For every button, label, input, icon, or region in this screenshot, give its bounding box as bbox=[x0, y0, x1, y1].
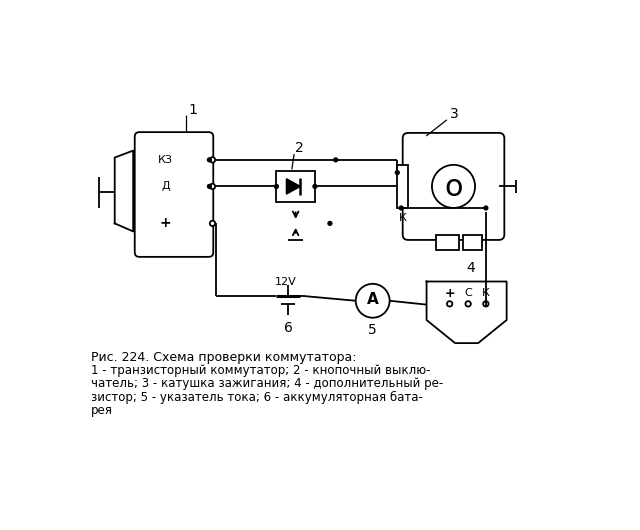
Text: К: К bbox=[399, 213, 406, 223]
Text: 2: 2 bbox=[295, 141, 304, 155]
Text: 4: 4 bbox=[466, 261, 475, 276]
Circle shape bbox=[210, 157, 215, 163]
Bar bbox=[436, 235, 459, 250]
Circle shape bbox=[356, 284, 390, 317]
Text: С: С bbox=[464, 288, 472, 298]
Polygon shape bbox=[115, 151, 133, 232]
Circle shape bbox=[275, 184, 278, 188]
Text: рея: рея bbox=[91, 404, 113, 417]
Circle shape bbox=[210, 184, 215, 189]
Text: 12V: 12V bbox=[275, 277, 296, 287]
Polygon shape bbox=[287, 179, 300, 194]
Text: К: К bbox=[482, 288, 490, 298]
Text: чатель; 3 - катушка зажигания; 4 - дополнительный ре-: чатель; 3 - катушка зажигания; 4 - допол… bbox=[91, 377, 443, 391]
Circle shape bbox=[484, 206, 488, 210]
Circle shape bbox=[447, 301, 452, 306]
Text: 1 - транзисторный коммутатор; 2 - кнопочный выклю-: 1 - транзисторный коммутатор; 2 - кнопоч… bbox=[91, 364, 430, 377]
Text: 1: 1 bbox=[188, 103, 197, 117]
Text: 5: 5 bbox=[368, 323, 377, 337]
FancyBboxPatch shape bbox=[403, 133, 504, 240]
Circle shape bbox=[396, 171, 399, 174]
Circle shape bbox=[210, 220, 215, 226]
Circle shape bbox=[483, 301, 488, 306]
Text: Рис. 224. Схема проверки коммутатора:: Рис. 224. Схема проверки коммутатора: bbox=[91, 351, 356, 364]
Circle shape bbox=[313, 184, 317, 188]
Text: зистор; 5 - указатель тока; 6 - аккумуляторная бата-: зистор; 5 - указатель тока; 6 - аккумуля… bbox=[91, 391, 422, 403]
Text: о: о bbox=[444, 173, 463, 202]
Circle shape bbox=[399, 206, 403, 210]
Text: 6: 6 bbox=[284, 321, 292, 335]
Bar bbox=[397, 165, 408, 208]
Polygon shape bbox=[427, 281, 507, 343]
Circle shape bbox=[465, 301, 471, 306]
Bar bbox=[463, 235, 482, 250]
Text: А: А bbox=[367, 293, 378, 307]
Text: +: + bbox=[160, 216, 172, 231]
FancyBboxPatch shape bbox=[135, 132, 213, 257]
Text: КЗ: КЗ bbox=[158, 155, 173, 165]
Circle shape bbox=[207, 158, 211, 162]
Text: Д: Д bbox=[161, 181, 170, 191]
Text: 3: 3 bbox=[450, 107, 459, 121]
Circle shape bbox=[334, 158, 338, 162]
Circle shape bbox=[207, 184, 211, 188]
Text: +: + bbox=[444, 287, 455, 299]
Circle shape bbox=[328, 222, 332, 225]
Bar bbox=[276, 171, 315, 202]
Circle shape bbox=[432, 165, 475, 208]
